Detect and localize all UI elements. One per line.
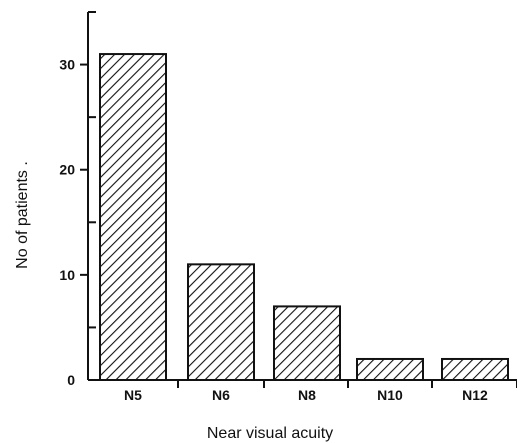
- x-tick-label-n10: N10: [377, 387, 403, 403]
- bar-n10: [356, 357, 424, 382]
- labels-group: 0 10 20 30 N5 N6 N8 N10 N12: [59, 57, 488, 403]
- axes-group: [80, 11, 517, 388]
- bar-n12: [441, 357, 509, 382]
- x-tick-label-n8: N8: [298, 387, 316, 403]
- bar-n8: [273, 305, 341, 381]
- bar-n5: [99, 53, 167, 382]
- x-axis-title: Near visual acuity: [207, 425, 333, 442]
- y-axis-title: No of patients .: [14, 161, 31, 269]
- y-tick-label-20: 20: [59, 162, 75, 178]
- x-tick-label-n5: N5: [124, 387, 142, 403]
- bars-group: [99, 53, 509, 382]
- x-tick-label-n12: N12: [462, 387, 488, 403]
- x-tick-label-n6: N6: [212, 387, 230, 403]
- y-tick-label-0: 0: [67, 372, 75, 388]
- y-tick-label-30: 30: [59, 57, 75, 73]
- y-tick-label-10: 10: [59, 267, 75, 283]
- bar-n6: [187, 263, 255, 382]
